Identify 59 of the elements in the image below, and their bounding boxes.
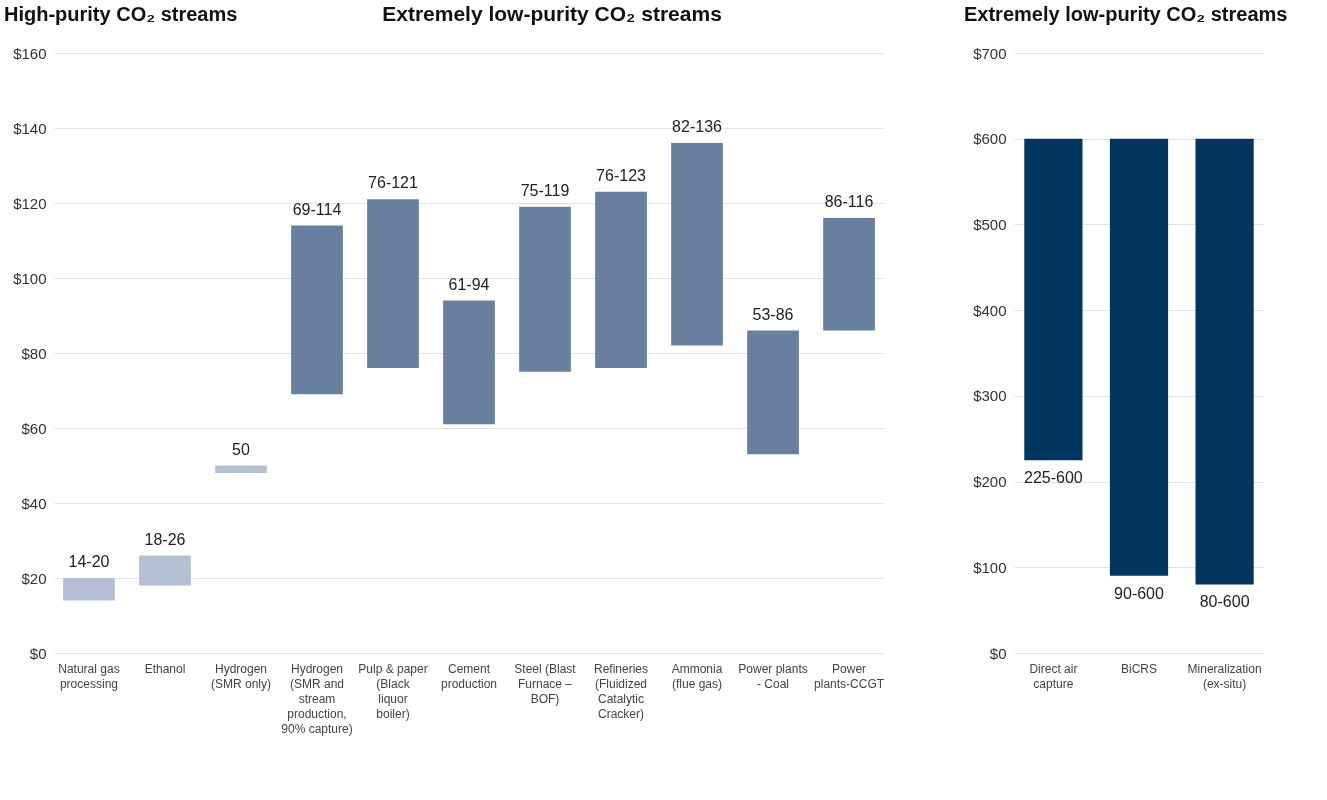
data-label: 14-20 (68, 553, 110, 570)
x-tick-label: Power plants - Coal (738, 661, 808, 691)
x-tick-label: BiCRS (1120, 661, 1158, 676)
bar (139, 555, 191, 586)
bar (367, 199, 419, 368)
x-tick-label: Pulp & paper (Black liquor boiler) (358, 661, 428, 721)
y-tick-label: $200 (973, 473, 1007, 491)
data-label: 86-116 (824, 193, 874, 210)
y-tick-label: $60 (21, 419, 47, 437)
y-tick-label: $80 (21, 344, 47, 362)
bar (443, 300, 495, 425)
data-label: 75-119 (520, 181, 570, 199)
data-label: 76-123 (596, 166, 647, 184)
y-tick-label: $120 (13, 194, 47, 212)
y-tick-label: $40 (21, 494, 47, 512)
y-tick-label: $400 (973, 301, 1007, 319)
data-label: 225-600 (1024, 469, 1083, 487)
data-label: 82-136 (672, 118, 723, 135)
x-tick-label: Natural gas processing (58, 661, 120, 691)
y-tick-label: $600 (973, 130, 1007, 148)
y-tick-label: $700 (973, 44, 1007, 62)
y-tick-label: $500 (973, 215, 1007, 233)
x-tick-label: Direct air capture (1029, 661, 1078, 691)
x-tick-label: Refineries (Fluidized Catalytic Cracker) (594, 661, 649, 721)
y-tick-label: $0 (989, 644, 1007, 662)
data-label: 53-86 (752, 305, 794, 323)
y-tick-label: $140 (13, 119, 47, 137)
y-tick-label: $300 (973, 387, 1007, 405)
bar (747, 330, 799, 455)
data-label: 18-26 (144, 530, 186, 548)
bar (595, 191, 647, 368)
y-tick-label: $100 (973, 558, 1007, 576)
y-tick-label: $160 (13, 44, 47, 62)
chart-title: Extremely low-purity CO₂ streams (964, 3, 1288, 25)
x-tick-label: Cement production (440, 661, 498, 691)
y-tick-label: $20 (21, 569, 47, 587)
x-tick-label: Hydrogen (SMR only) (210, 661, 271, 691)
bar (215, 465, 267, 473)
bar (671, 143, 723, 346)
x-tick-label: Hydrogen (SMR and stream production, 90% capture) (281, 661, 353, 736)
bar (823, 218, 875, 331)
y-tick-label: $100 (13, 269, 47, 287)
data-label: 80-600 (1199, 593, 1250, 611)
text: Extremely low-purity CO₂ streams (382, 2, 722, 25)
bar (291, 225, 343, 395)
x-tick-label: Ammonia (flue gas) (671, 661, 723, 691)
x-tick-label: Ethanol (144, 661, 186, 676)
data-label: 69-114 (292, 200, 342, 218)
chart-title: High-purity CO₂ streams (4, 3, 238, 25)
bar (519, 206, 571, 372)
x-tick-label: Power plants-CCGT (814, 661, 885, 691)
bar (63, 578, 115, 601)
data-label: 90-600 (1114, 584, 1165, 602)
x-tick-label: Mineralization (ex-situ) (1187, 661, 1262, 691)
x-tick-label: Steel (Blast Furnace – BOF) (514, 661, 577, 706)
y-tick-label: $0 (29, 644, 47, 662)
data-label: 76-121 (368, 174, 418, 192)
data-label: 50 (232, 440, 250, 458)
data-label: 61-94 (448, 275, 490, 293)
